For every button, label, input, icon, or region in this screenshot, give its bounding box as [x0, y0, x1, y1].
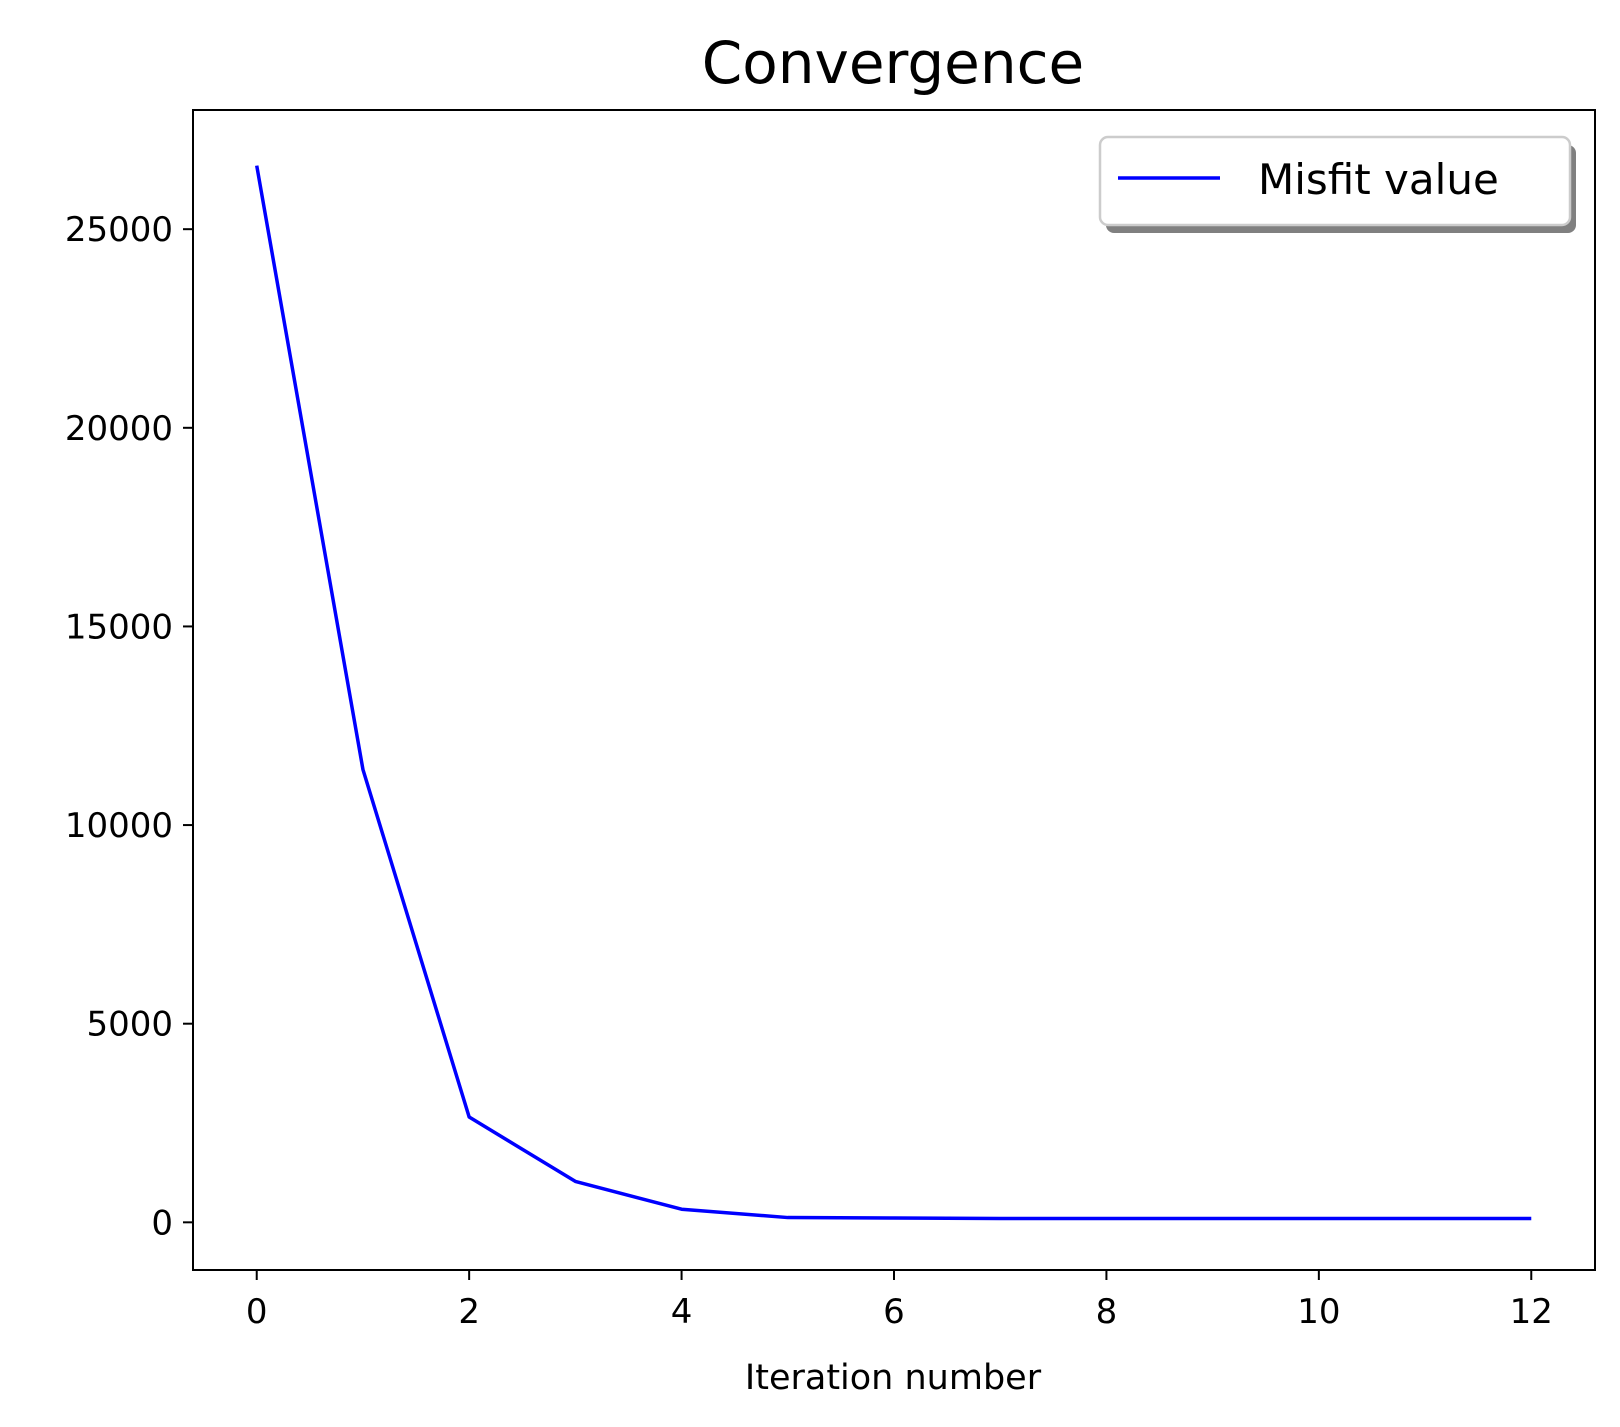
- y-tick-label: 0: [151, 1203, 173, 1243]
- legend: Misfit value: [1098, 135, 1576, 233]
- y-axis-ticks: 0 5000 10000 15000 20000 25000: [65, 210, 193, 1243]
- chart-title: Convergence: [702, 29, 1084, 97]
- x-axis-label: Iteration number: [745, 1358, 1042, 1398]
- y-tick-label: 20000: [65, 409, 173, 449]
- x-tick-label: 0: [246, 1292, 268, 1332]
- y-tick-label: 25000: [65, 210, 173, 250]
- y-tick-label: 10000: [65, 806, 173, 846]
- x-tick-label: 2: [458, 1292, 480, 1332]
- y-tick-label: 15000: [65, 607, 173, 647]
- plot-series: [255, 165, 1532, 1221]
- plot-frame: [192, 109, 1596, 1271]
- y-tick-label: 5000: [86, 1005, 173, 1045]
- x-tick-label: 8: [1096, 1292, 1118, 1332]
- legend-label-misfit-value: Misfit value: [1258, 155, 1499, 204]
- x-tick-label: 10: [1297, 1292, 1340, 1332]
- legend-box: [1098, 135, 1572, 227]
- x-tick-label: 6: [883, 1292, 905, 1332]
- x-axis-ticks: 0 2 4 6 8 10 12: [246, 1270, 1553, 1332]
- series-line-misfit-value: [255, 165, 1532, 1221]
- x-tick-label: 12: [1510, 1292, 1553, 1332]
- x-tick-label: 4: [671, 1292, 693, 1332]
